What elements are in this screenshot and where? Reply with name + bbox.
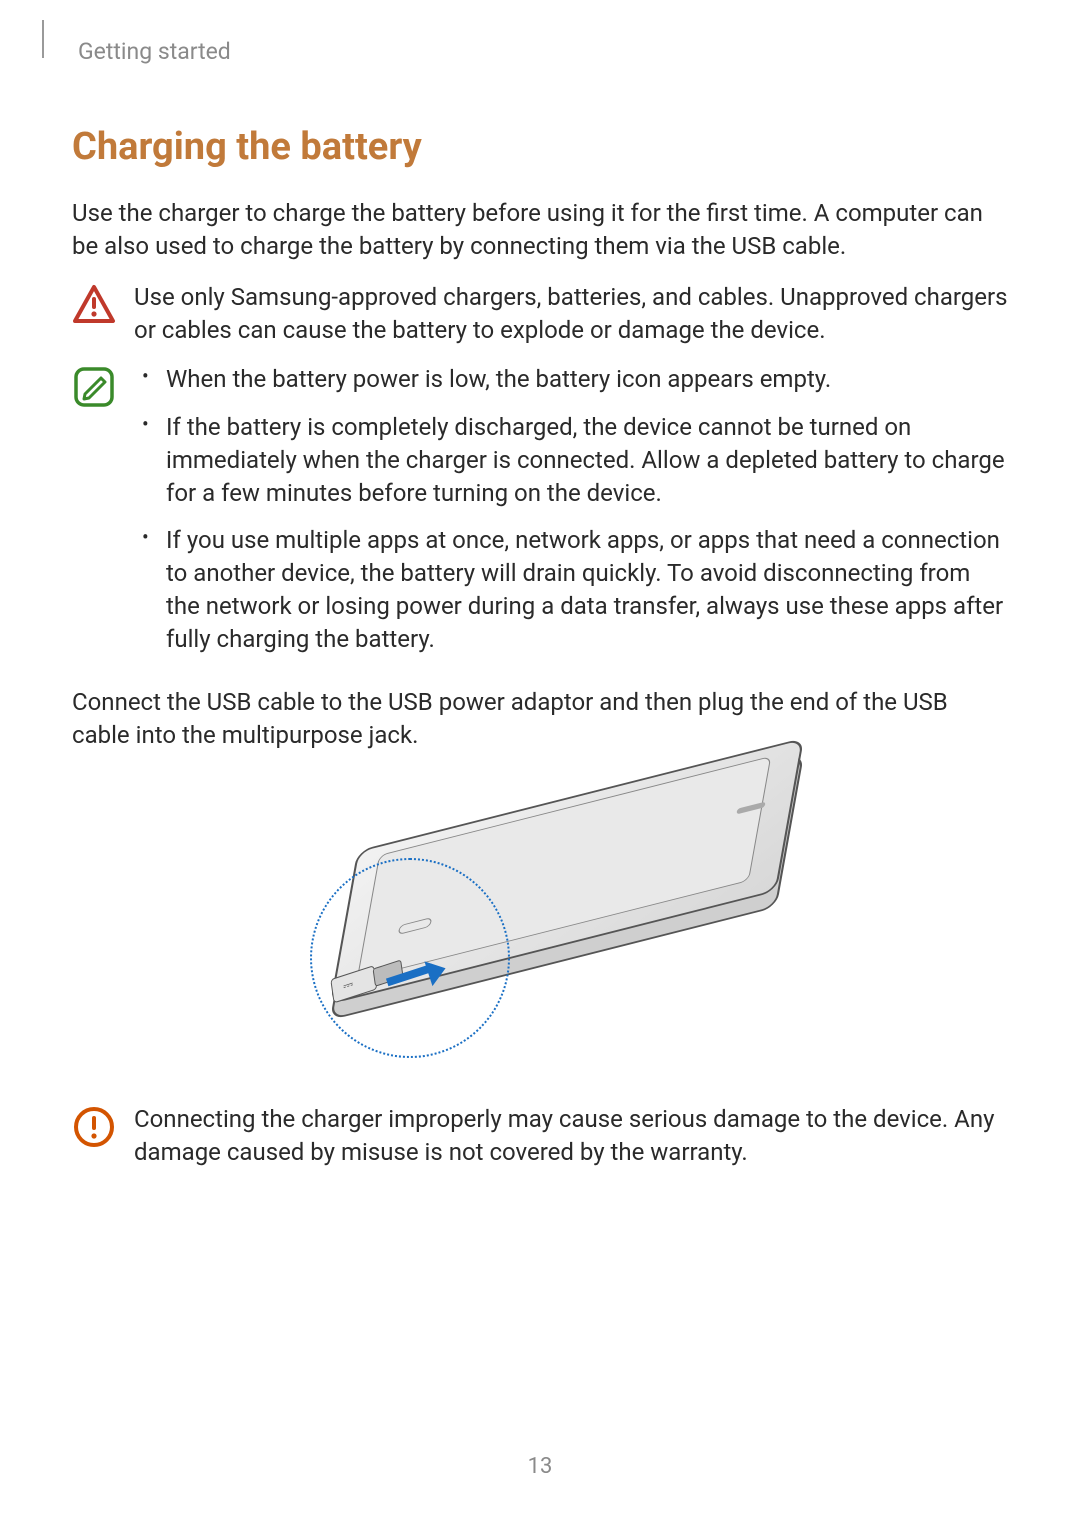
focus-dotted-circle [310, 858, 510, 1058]
connect-paragraph: Connect the USB cable to the USB power a… [72, 686, 1008, 752]
warning-text: Use only Samsung-approved chargers, batt… [134, 281, 1008, 347]
caution-circle-icon [72, 1105, 116, 1153]
charging-diagram: ⎓ [72, 783, 1008, 1063]
note-pencil-icon [72, 365, 116, 413]
warning-triangle-icon [72, 283, 116, 331]
list-item: If you use multiple apps at once, networ… [134, 524, 1008, 656]
page-title: Charging the battery [72, 125, 1008, 169]
header-rule [42, 20, 44, 58]
page-number: 13 [0, 1454, 1080, 1479]
intro-paragraph: Use the charger to charge the battery be… [72, 197, 1008, 263]
caution-text: Connecting the charger improperly may ca… [134, 1103, 1008, 1169]
list-item: If the battery is completely discharged,… [134, 411, 1008, 510]
caution-callout: Connecting the charger improperly may ca… [72, 1103, 1008, 1169]
breadcrumb: Getting started [78, 38, 1008, 65]
list-item: When the battery power is low, the batte… [134, 363, 1008, 396]
tips-list: When the battery power is low, the batte… [134, 363, 1008, 656]
tips-callout: When the battery power is low, the batte… [72, 363, 1008, 670]
usb-symbol-icon: ⎓ [342, 976, 354, 994]
warning-callout: Use only Samsung-approved chargers, batt… [72, 281, 1008, 347]
